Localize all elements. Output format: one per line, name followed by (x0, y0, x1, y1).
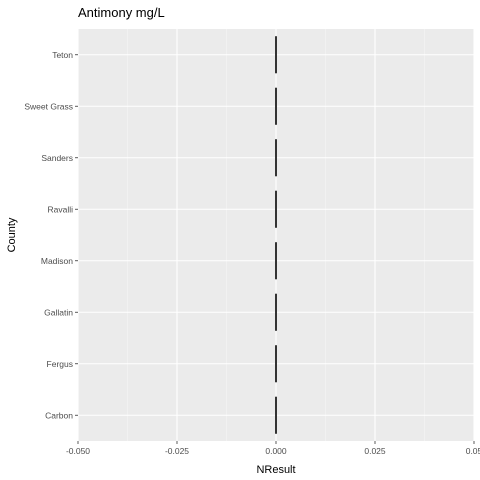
box-teton (275, 36, 277, 74)
box-madison (275, 242, 277, 280)
x-tick-label: 0.025 (364, 446, 386, 456)
chart-title: Antimony mg/L (78, 5, 165, 20)
y-tick-label: Teton (52, 50, 73, 60)
box-carbon (275, 396, 277, 434)
y-axis-title: County (6, 217, 18, 252)
box-fergus (275, 345, 277, 383)
box-gallatin (275, 293, 277, 331)
y-tick-label: Sanders (41, 153, 73, 163)
y-tick-label: Ravalli (47, 204, 73, 214)
y-tick-label: Carbon (45, 410, 73, 420)
x-tick-label: -0.050 (66, 446, 90, 456)
y-axis: Teton Sweet Grass Sanders Ravalli Madison Gal… (24, 50, 78, 420)
y-tick-label: Gallatin (44, 307, 73, 317)
boxes (275, 36, 277, 434)
x-tick-label: -0.025 (165, 446, 189, 456)
x-axis: -0.050 -0.025 0.000 0.025 0.05 (66, 441, 480, 456)
x-tick-label: 0.05 (466, 446, 480, 456)
box-sanders (275, 139, 277, 177)
box-ravalli (275, 190, 277, 228)
x-axis-title: NResult (256, 464, 295, 476)
y-tick-label: Sweet Grass (24, 101, 73, 111)
y-tick-label: Madison (41, 256, 73, 266)
x-tick-label: 0.000 (265, 446, 287, 456)
box-sweet-grass (275, 87, 277, 125)
y-tick-label: Fergus (47, 359, 73, 369)
